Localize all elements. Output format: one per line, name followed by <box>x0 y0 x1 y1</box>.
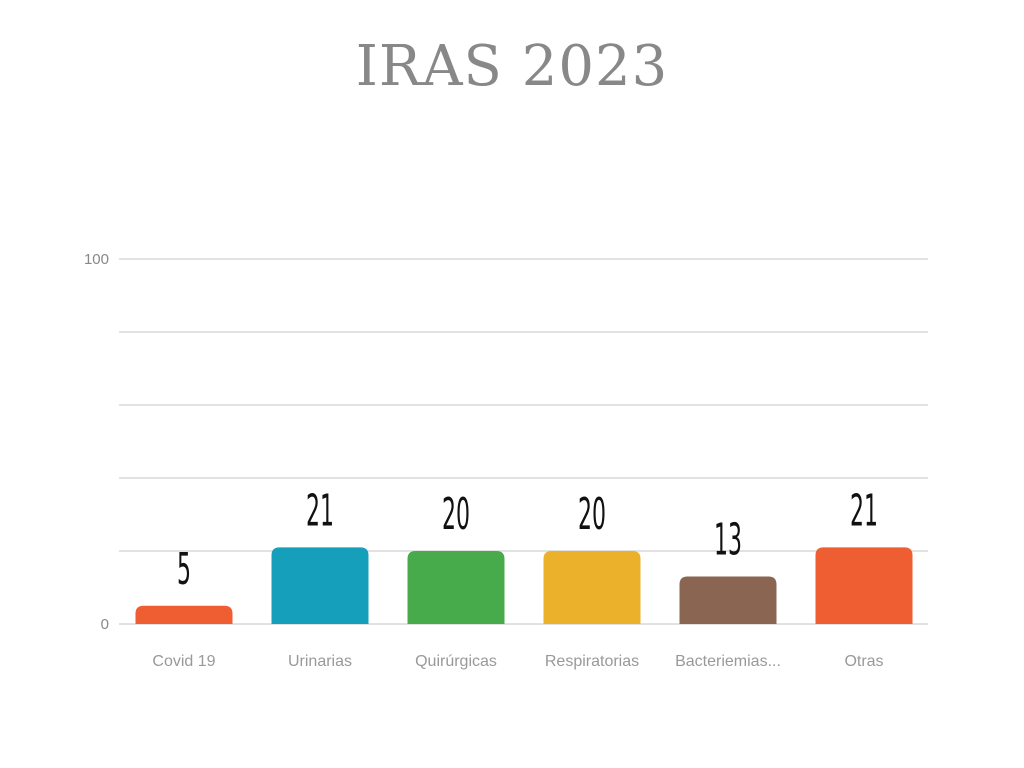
bar <box>407 551 505 624</box>
x-tick-label: Covid 19 <box>152 653 215 670</box>
data-label: 21 <box>306 486 334 537</box>
chart-title: IRAS 2023 <box>355 34 669 99</box>
x-tick-label: Quirúrgicas <box>415 653 497 670</box>
data-label: 13 <box>714 515 742 566</box>
bar <box>815 547 913 624</box>
y-tick-label: 0 <box>101 616 109 633</box>
x-tick-label: Urinarias <box>288 653 352 670</box>
bar <box>135 605 233 624</box>
x-tick-label: Otras <box>844 653 883 670</box>
bar <box>271 547 369 624</box>
data-label: 20 <box>442 490 470 541</box>
bar <box>543 551 641 624</box>
data-label: 20 <box>578 490 606 541</box>
y-tick-label: 100 <box>84 251 109 268</box>
data-label: 21 <box>850 486 878 537</box>
x-tick-label: Bacteriemias... <box>675 653 781 670</box>
data-label: 5 <box>177 545 191 596</box>
x-tick-label: Respiratorias <box>545 653 639 670</box>
bar <box>679 576 777 624</box>
